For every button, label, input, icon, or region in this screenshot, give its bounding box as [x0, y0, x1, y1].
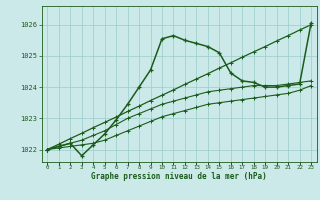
X-axis label: Graphe pression niveau de la mer (hPa): Graphe pression niveau de la mer (hPa)	[91, 172, 267, 181]
